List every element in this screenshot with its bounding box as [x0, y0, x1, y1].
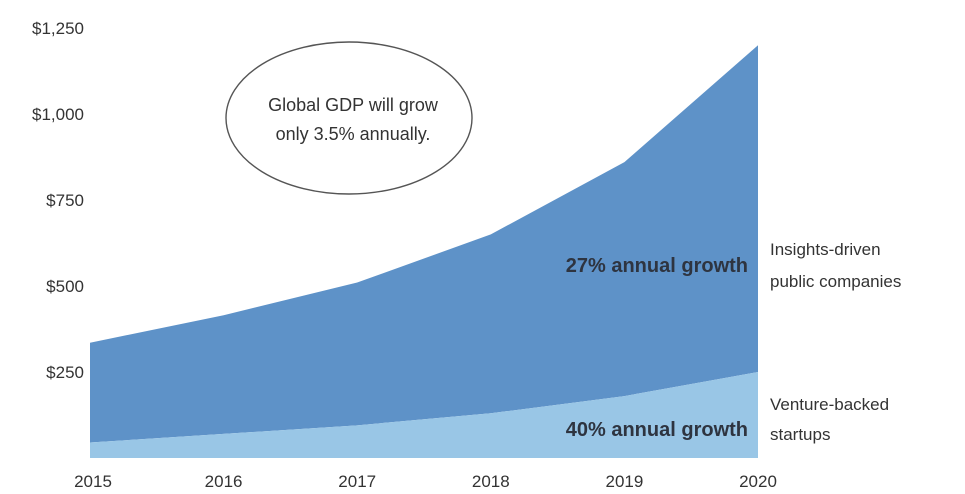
area-startups: [90, 372, 758, 458]
x-tick-label: 2019: [605, 472, 643, 491]
x-tick-label: 2015: [74, 472, 112, 491]
area-public-companies: [90, 45, 758, 443]
callout-line-1: Global GDP will grow: [268, 95, 439, 115]
growth-label-public-companies: 27% annual growth: [566, 255, 748, 277]
series-label-public-companies-line1: Insights-driven: [770, 240, 881, 259]
y-tick-label: $1,000: [32, 105, 84, 124]
x-tick-label: 2016: [205, 472, 243, 491]
area-layer: [90, 45, 758, 458]
growth-label-startups: 40% annual growth: [566, 419, 748, 441]
series-label-startups-line1: Venture-backed: [770, 395, 889, 414]
y-tick-label: $500: [46, 277, 84, 296]
series-label-public-companies-line2: public companies: [770, 272, 901, 291]
x-tick-label: 2020: [739, 472, 777, 491]
x-tick-label: 2017: [338, 472, 376, 491]
x-axis-ticks: 2015 2016 2017 2018 2019 2020: [74, 472, 777, 491]
x-tick-label: 2018: [472, 472, 510, 491]
series-label-startups-line2: startups: [770, 425, 830, 444]
y-tick-label: $1,250: [32, 19, 84, 38]
y-axis-ticks: $250 $500 $750 $1,000 $1,250: [32, 19, 84, 382]
callout-ellipse: [225, 41, 473, 195]
y-tick-label: $750: [46, 191, 84, 210]
y-tick-label: $250: [46, 363, 84, 382]
callout-line-2: only 3.5% annually.: [276, 124, 431, 144]
